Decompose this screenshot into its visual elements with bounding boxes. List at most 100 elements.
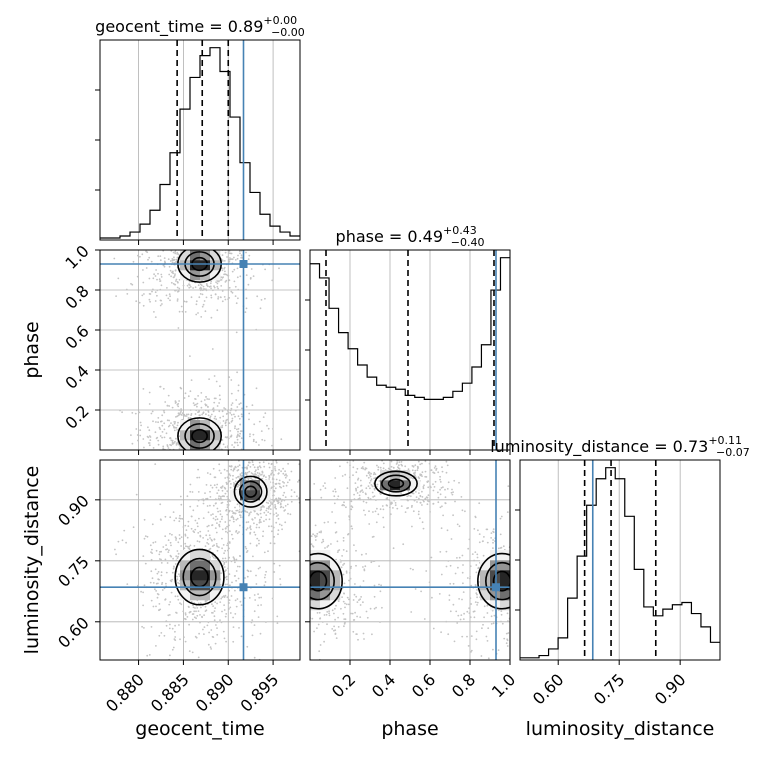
sample-point bbox=[308, 614, 310, 616]
sample-point bbox=[201, 498, 203, 501]
sample-point bbox=[263, 474, 265, 477]
sample-point bbox=[331, 511, 333, 513]
sample-point bbox=[265, 570, 267, 573]
sample-point bbox=[255, 583, 258, 585]
sample-point bbox=[479, 675, 481, 677]
sample-point bbox=[217, 489, 220, 492]
sample-point bbox=[506, 612, 509, 615]
sample-point bbox=[280, 537, 282, 539]
sample-point bbox=[159, 435, 162, 437]
sample-point bbox=[368, 523, 371, 525]
sample-point bbox=[535, 551, 537, 553]
sample-point bbox=[210, 514, 213, 516]
sample-point bbox=[527, 583, 529, 585]
sample-point bbox=[235, 570, 238, 572]
x-axis-label: geocent_time bbox=[135, 718, 264, 740]
sample-point bbox=[326, 546, 329, 548]
sample-point bbox=[536, 551, 538, 553]
sample-point bbox=[150, 551, 152, 553]
sample-point bbox=[348, 572, 351, 574]
sample-point bbox=[148, 298, 151, 301]
sample-point bbox=[311, 617, 314, 620]
sample-point bbox=[188, 286, 191, 289]
sample-point bbox=[258, 472, 261, 475]
sample-point bbox=[539, 615, 541, 617]
sample-point bbox=[223, 604, 226, 606]
sample-point bbox=[171, 258, 174, 260]
sample-point bbox=[303, 554, 305, 556]
sample-point bbox=[272, 526, 275, 529]
sample-point bbox=[232, 482, 235, 484]
sample-point bbox=[194, 528, 197, 531]
sample-point bbox=[216, 602, 219, 605]
sample-point bbox=[209, 537, 212, 539]
sample-point bbox=[365, 501, 368, 504]
sample-point bbox=[343, 625, 345, 628]
sample-point bbox=[223, 566, 226, 568]
sample-point bbox=[538, 509, 540, 511]
sample-point bbox=[248, 418, 250, 421]
sample-point bbox=[260, 473, 263, 476]
sample-point bbox=[167, 297, 170, 300]
sample-point bbox=[156, 531, 158, 533]
sample-point bbox=[187, 605, 190, 608]
sample-point bbox=[235, 579, 238, 582]
sample-point bbox=[438, 593, 441, 595]
density-cell bbox=[500, 570, 510, 581]
sample-point bbox=[421, 521, 424, 524]
sample-point bbox=[403, 451, 405, 453]
sample-point bbox=[258, 456, 260, 458]
sample-point bbox=[213, 409, 216, 411]
sample-point bbox=[180, 413, 183, 416]
sample-point bbox=[464, 510, 466, 513]
sample-point bbox=[212, 454, 214, 456]
sample-point bbox=[192, 604, 194, 607]
sample-point bbox=[174, 252, 177, 255]
sample-point bbox=[270, 569, 272, 571]
sample-point bbox=[220, 495, 222, 498]
sample-point bbox=[223, 273, 226, 276]
sample-point bbox=[233, 512, 236, 514]
sample-point bbox=[230, 242, 232, 244]
sample-point bbox=[140, 424, 143, 427]
sample-point bbox=[351, 506, 354, 509]
sample-point bbox=[439, 493, 442, 496]
sample-point bbox=[213, 212, 215, 214]
sample-point bbox=[514, 577, 516, 579]
sample-point bbox=[224, 451, 226, 453]
sample-point bbox=[447, 481, 450, 484]
sample-point bbox=[232, 516, 235, 519]
sample-point bbox=[352, 456, 354, 458]
sample-point bbox=[192, 241, 194, 243]
sample-point bbox=[440, 527, 443, 530]
sample-point bbox=[539, 629, 541, 631]
sample-point bbox=[154, 316, 157, 318]
sample-point bbox=[188, 650, 191, 652]
sample-point bbox=[450, 538, 453, 540]
sample-point bbox=[381, 606, 383, 609]
sample-point bbox=[177, 457, 179, 459]
sample-point bbox=[410, 506, 413, 508]
sample-point bbox=[263, 539, 265, 541]
sample-point bbox=[234, 427, 236, 430]
sample-point bbox=[236, 257, 239, 260]
sample-point bbox=[224, 436, 227, 439]
sample-point bbox=[421, 462, 423, 465]
sample-point bbox=[162, 409, 165, 412]
sample-point bbox=[544, 589, 546, 591]
sample-point bbox=[210, 287, 213, 290]
sample-point bbox=[220, 597, 223, 600]
sample-point bbox=[540, 570, 542, 572]
sample-point bbox=[143, 494, 145, 496]
sample-point bbox=[525, 543, 527, 545]
sample-point bbox=[212, 513, 214, 515]
sample-point bbox=[227, 503, 230, 506]
sample-point bbox=[560, 509, 562, 511]
sample-point bbox=[203, 300, 206, 302]
sample-point bbox=[225, 530, 227, 533]
sample-point bbox=[189, 505, 192, 508]
sample-point bbox=[178, 287, 181, 290]
density-cell bbox=[310, 590, 321, 601]
sample-point bbox=[511, 514, 513, 516]
density-cell bbox=[180, 250, 191, 261]
